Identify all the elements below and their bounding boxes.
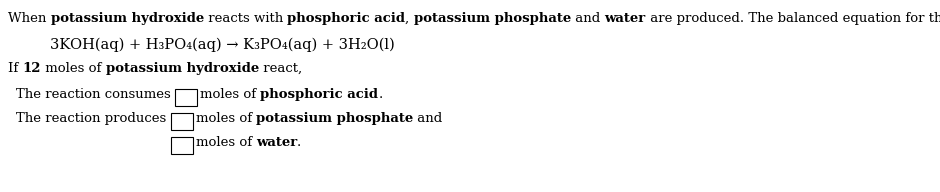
Text: moles of: moles of xyxy=(196,112,256,125)
Text: moles of: moles of xyxy=(41,62,105,75)
Text: The reaction consumes: The reaction consumes xyxy=(16,88,175,101)
Text: .: . xyxy=(379,88,383,101)
Text: .: . xyxy=(297,136,302,149)
Text: potassium hydroxide: potassium hydroxide xyxy=(105,62,258,75)
Text: water: water xyxy=(256,136,297,149)
Text: phosphoric acid: phosphoric acid xyxy=(260,88,379,101)
Text: When: When xyxy=(8,12,51,25)
Text: potassium phosphate: potassium phosphate xyxy=(256,112,413,125)
Bar xyxy=(170,137,193,154)
Text: moles of: moles of xyxy=(200,88,260,101)
Text: 3KOH(aq) + H₃PO₄(aq) → K₃PO₄(aq) + 3H₂O(l): 3KOH(aq) + H₃PO₄(aq) → K₃PO₄(aq) + 3H₂O(… xyxy=(50,38,395,52)
Text: water: water xyxy=(604,12,646,25)
Text: reacts with: reacts with xyxy=(204,12,288,25)
Text: and: and xyxy=(413,112,443,125)
Text: potassium hydroxide: potassium hydroxide xyxy=(51,12,204,25)
Text: phosphoric acid: phosphoric acid xyxy=(288,12,405,25)
Text: The reaction produces: The reaction produces xyxy=(16,112,170,125)
Text: react,: react, xyxy=(258,62,302,75)
Text: moles of: moles of xyxy=(196,136,256,149)
Text: are produced. The balanced equation for this reaction is:: are produced. The balanced equation for … xyxy=(646,12,940,25)
Text: potassium phosphate: potassium phosphate xyxy=(414,12,571,25)
Text: and: and xyxy=(571,12,604,25)
Text: If: If xyxy=(8,62,23,75)
Bar xyxy=(170,113,193,130)
Bar xyxy=(175,89,197,106)
Text: ,: , xyxy=(405,12,414,25)
Text: 12: 12 xyxy=(23,62,41,75)
